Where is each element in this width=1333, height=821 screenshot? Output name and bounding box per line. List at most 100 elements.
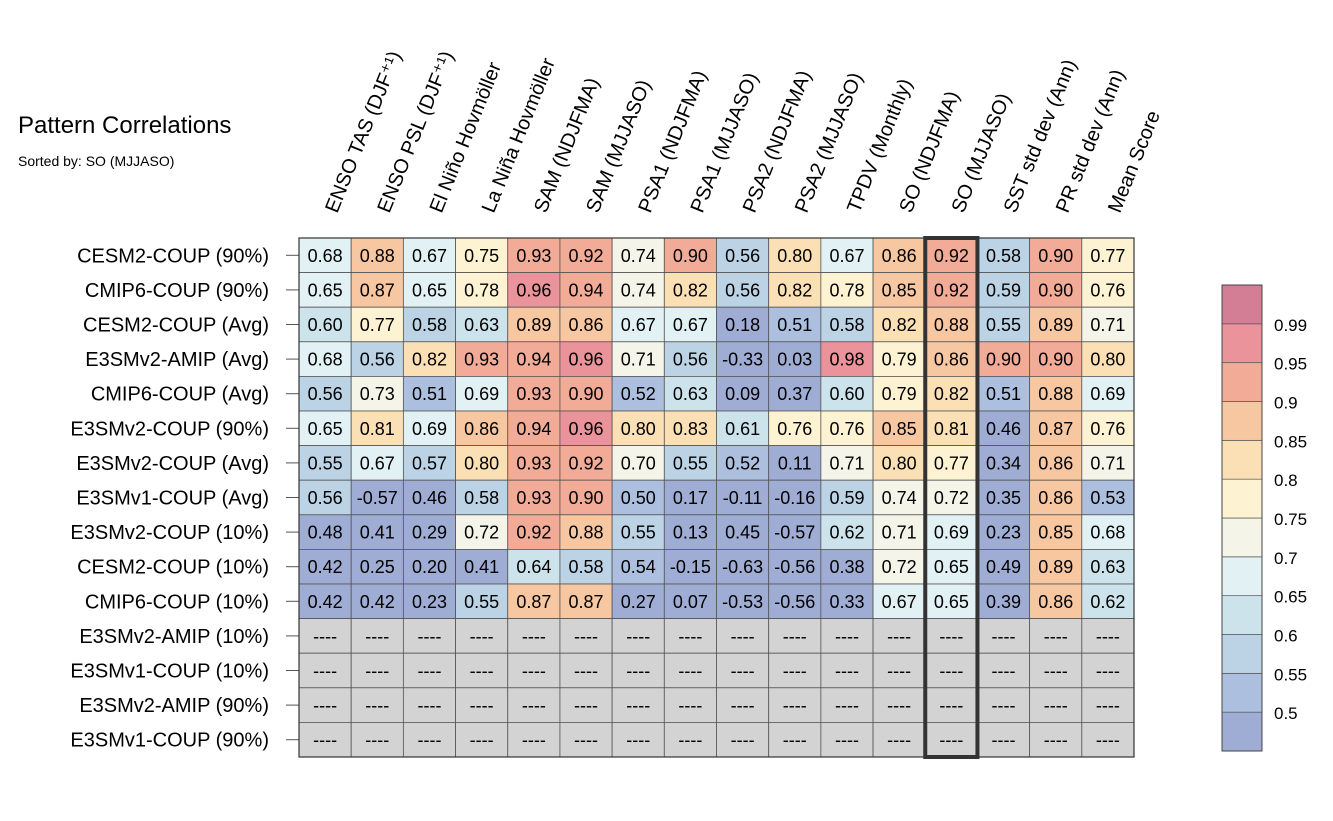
cell-value-label: 0.34 (986, 453, 1021, 473)
colorbar-swatch (1221, 711, 1263, 752)
heatmap-cell (716, 514, 770, 550)
cell-value-label: 0.53 (1090, 488, 1125, 508)
heatmap-cell (507, 306, 561, 343)
heatmap-cell (716, 445, 770, 481)
heatmap-cell (350, 583, 404, 619)
cell-value-label: ---- (574, 626, 598, 646)
colorbar-tick-label: 0.85 (1274, 432, 1307, 451)
cell-value-label: 0.72 (882, 557, 917, 577)
cell-value-label: 0.86 (1038, 453, 1073, 473)
heatmap-cell (350, 410, 404, 446)
heatmap-cell (924, 618, 978, 654)
cell-value-label: ---- (992, 626, 1016, 646)
cell-value-label: ---- (731, 730, 755, 750)
row-label: E3SMv1-COUP (Avg) (76, 488, 269, 510)
cell-value-label: 0.41 (464, 557, 499, 577)
heatmap-cell (455, 375, 509, 412)
cell-value-label: 0.70 (621, 453, 656, 473)
cell-value-label: ---- (417, 730, 441, 750)
cell-value-label: ---- (939, 661, 963, 681)
cell-value-label: 0.25 (360, 557, 395, 577)
cell-value-label: 0.11 (778, 453, 812, 473)
cell-value-label: ---- (731, 696, 755, 716)
cell-value-label: ---- (417, 661, 441, 681)
heatmap-cell (820, 272, 874, 308)
heatmap-cell (611, 272, 665, 308)
cell-value-label: 0.92 (569, 453, 604, 473)
cell-value-label: 0.71 (621, 350, 656, 370)
heatmap-cell (977, 583, 1031, 619)
cell-value-label: ---- (887, 696, 911, 716)
cell-value-label: 0.71 (1090, 453, 1125, 473)
heatmap-cell (350, 549, 404, 585)
cell-value-label: 0.56 (673, 350, 708, 370)
cell-value-label: -0.15 (670, 557, 711, 577)
cell-value-label: 0.76 (1090, 280, 1125, 300)
heatmap-cell (1029, 306, 1083, 343)
cell-value-label: 0.23 (986, 523, 1021, 543)
heatmap-cell (768, 272, 822, 308)
cell-value-label: 0.72 (934, 488, 969, 508)
heatmap-cell (1029, 652, 1083, 689)
heatmap-cell (872, 375, 926, 412)
colorbar-frame (1221, 284, 1263, 752)
cell-value-label: 0.27 (621, 592, 656, 612)
cell-value-label: 0.89 (1038, 315, 1073, 335)
cell-value-label: 0.65 (308, 419, 343, 439)
cell-value-label: ---- (1044, 730, 1068, 750)
heatmap-cell (1081, 514, 1135, 550)
cell-value-label: ---- (470, 730, 494, 750)
heatmap-cell (559, 410, 613, 446)
heatmap-cell (507, 687, 561, 723)
colorbar-swatch (1221, 284, 1263, 325)
cell-value-label: ---- (678, 626, 702, 646)
cell-value-label: -0.16 (774, 488, 815, 508)
cell-value-label: 0.58 (412, 315, 447, 335)
colorbar-swatch (1221, 634, 1263, 674)
cell-value-label: 0.88 (569, 523, 604, 543)
cell-value-label: 0.68 (308, 246, 343, 266)
heatmap-cell (820, 618, 874, 654)
cell-value-label: -0.53 (722, 592, 763, 612)
heatmap-cell (872, 272, 926, 308)
cell-value-label: 0.82 (882, 315, 917, 335)
cell-value-label: 0.56 (360, 350, 395, 370)
heatmap-cell (298, 514, 352, 550)
heatmap-cell (663, 687, 717, 723)
cell-value-label: ---- (313, 626, 337, 646)
cell-value-label: 0.23 (412, 592, 447, 612)
heatmap-cell (402, 341, 456, 377)
heatmap-cell (663, 618, 717, 654)
chart-subtitle: Sorted by: SO (MJJASO) (18, 153, 175, 169)
cell-value-label: 0.96 (569, 419, 604, 439)
cell-value-label: 0.03 (777, 350, 812, 370)
heatmap-cell (507, 652, 561, 689)
heatmap-cell (663, 375, 717, 412)
cell-value-label: 0.17 (673, 488, 708, 508)
cell-value-label: 0.88 (360, 246, 395, 266)
heatmap-cell (611, 583, 665, 619)
cell-value-label: 0.82 (777, 280, 812, 300)
heatmap-cell (663, 549, 717, 585)
heatmap-cell (1029, 375, 1083, 412)
cell-value-label: ---- (574, 696, 598, 716)
heatmap-cell (1081, 722, 1135, 758)
cell-value-label: 0.52 (725, 453, 760, 473)
heatmap-cell (402, 445, 456, 481)
cell-value-label: 0.93 (516, 453, 551, 473)
heatmap-cell (455, 479, 509, 516)
row-label: CESM2-COUP (10%) (77, 557, 269, 579)
heatmap-cell (716, 341, 770, 377)
colorbar-tick-label: 0.65 (1274, 588, 1307, 607)
cell-value-label: 0.88 (934, 315, 969, 335)
heatmap-cell (977, 514, 1031, 550)
heatmap-cell (977, 687, 1031, 723)
cell-value-label: 0.81 (360, 419, 395, 439)
colorbar-swatch (1221, 595, 1263, 635)
heatmap-cell (611, 618, 665, 654)
cell-value-label: ---- (678, 661, 702, 681)
cell-value-label: ---- (1044, 661, 1068, 681)
heatmap-cell (716, 722, 770, 758)
cell-value-label: 0.55 (308, 453, 343, 473)
